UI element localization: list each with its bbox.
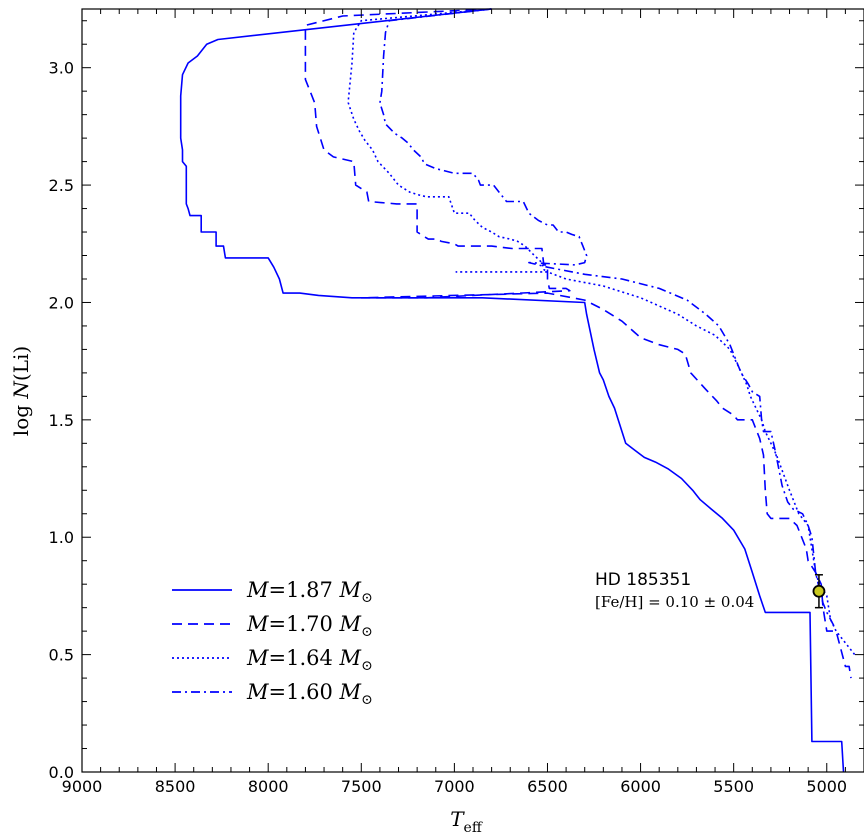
x-tick-label: 8500 <box>155 777 196 796</box>
star-metallicity-label: [Fe/H] = 0.10 ± 0.04 <box>595 593 754 611</box>
y-tick-label: 0.5 <box>49 646 74 665</box>
y-tick-label: 2.0 <box>49 293 74 312</box>
y-tick-label: 2.5 <box>49 176 74 195</box>
series-line-4 <box>380 9 834 626</box>
axis-ticks: 9000 8500 8000 7500 7000 6500 6000 5500 50000.00… <box>49 9 864 796</box>
x-tick-label: 7500 <box>341 777 382 796</box>
x-tick-label: 5500 <box>713 777 754 796</box>
legend-label-4: M=1.60 M⊙ <box>246 680 373 708</box>
y-axis-title: log N(Li) <box>9 346 33 436</box>
x-tick-label: 7000 <box>434 777 475 796</box>
legend-label-1: M=1.87 M⊙ <box>246 578 373 606</box>
x-tick-label: 5000 <box>806 777 847 796</box>
x-tick-label: 6500 <box>527 777 568 796</box>
star-name-label: HD 185351 <box>595 570 691 590</box>
star-marker <box>813 586 824 597</box>
legend: M=1.87 M⊙ M=1.70 M⊙ M=1.64 M⊙ M=1.60 M⊙ <box>172 578 373 708</box>
plot-frame <box>82 9 864 772</box>
series-line-2 <box>305 9 851 678</box>
legend-label-3: M=1.64 M⊙ <box>246 646 373 674</box>
series-line-3 <box>348 9 854 655</box>
y-tick-label: 1.5 <box>49 411 74 430</box>
x-tick-label: 6000 <box>620 777 661 796</box>
y-tick-label: 0.0 <box>49 763 74 782</box>
x-axis-title: Teff <box>450 807 483 836</box>
y-tick-label: 3.0 <box>49 59 74 78</box>
x-tick-label: 8000 <box>248 777 289 796</box>
legend-label-2: M=1.70 M⊙ <box>246 612 373 640</box>
y-tick-label: 1.0 <box>49 528 74 547</box>
